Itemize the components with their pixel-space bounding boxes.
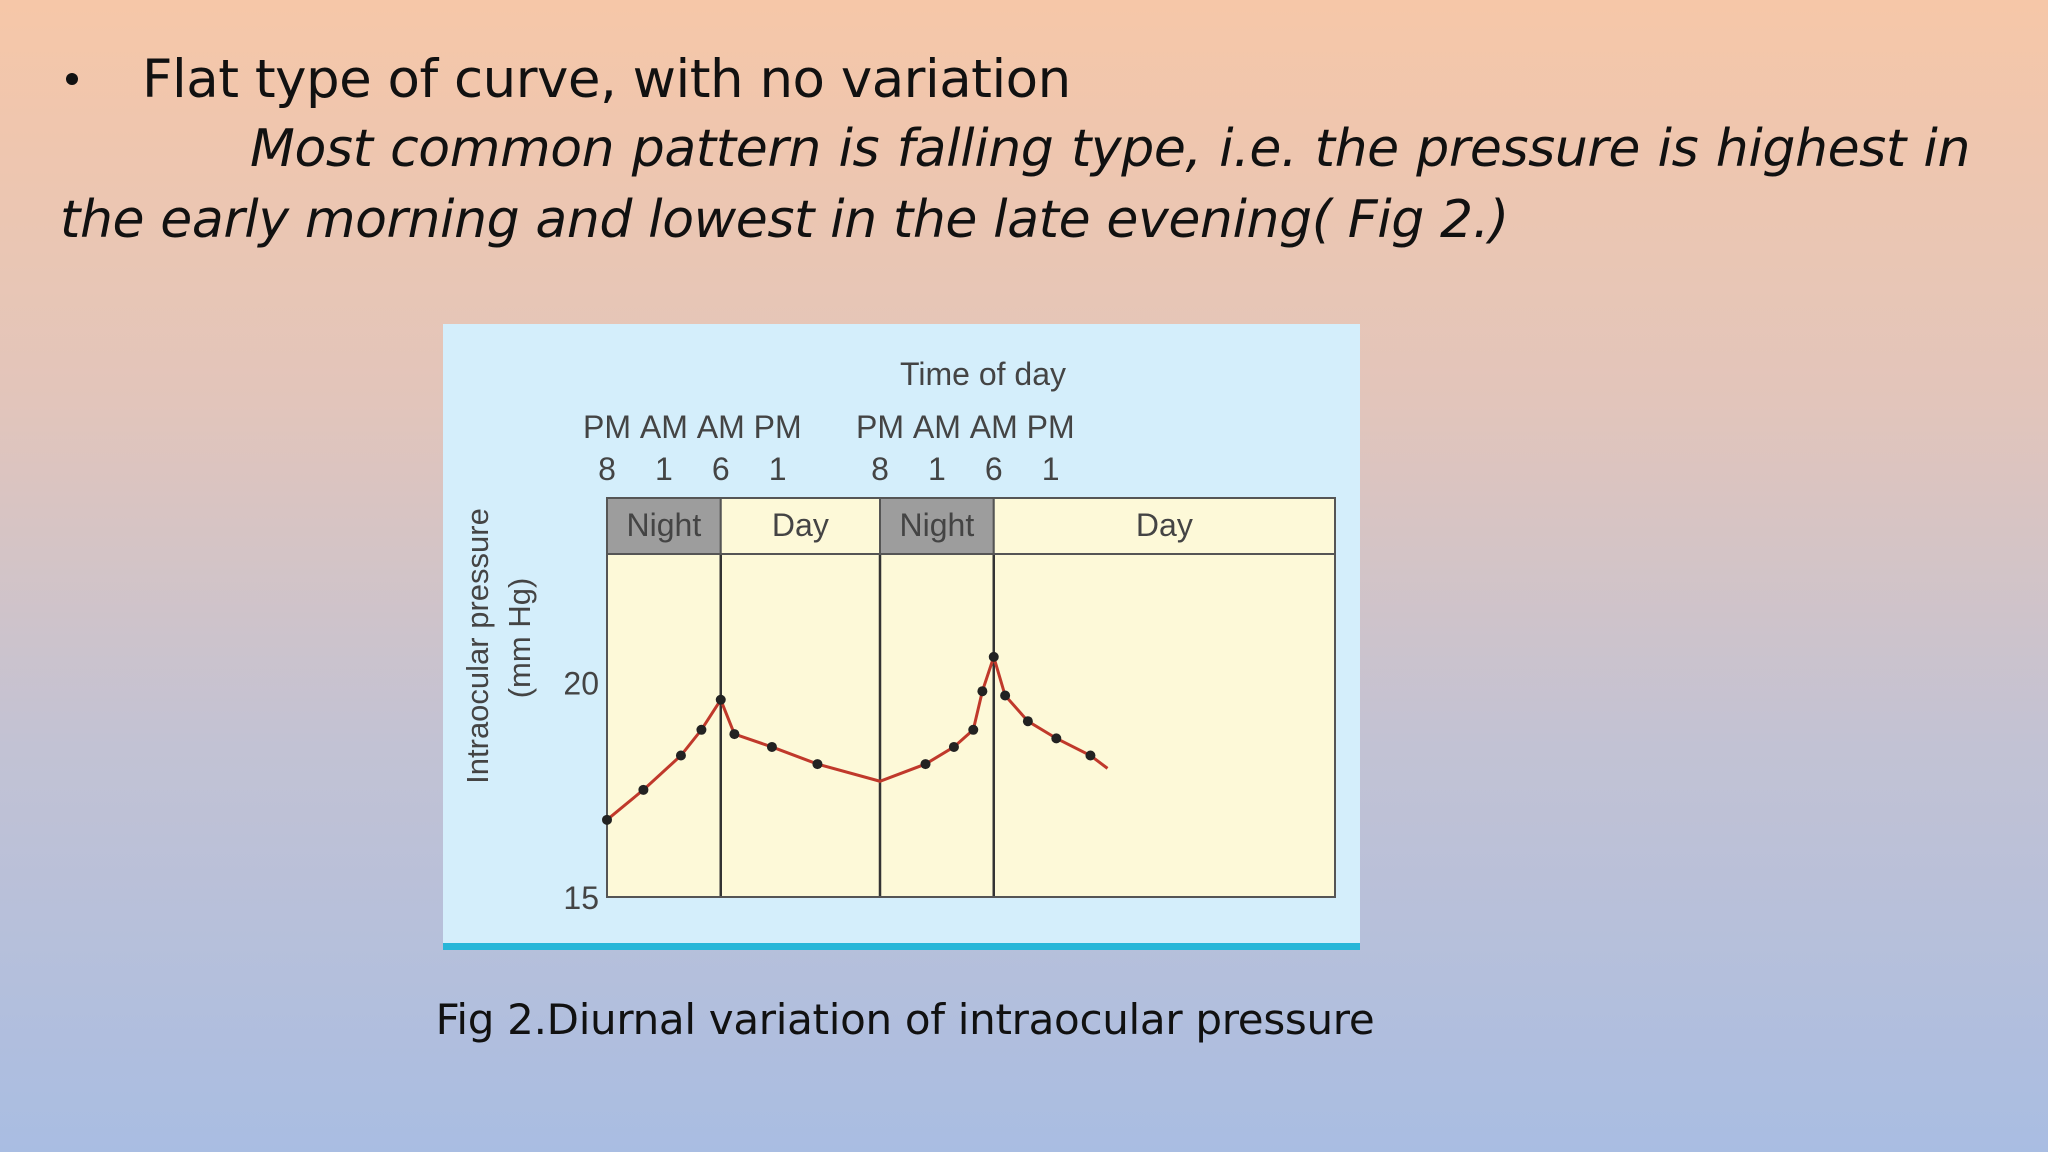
data-point-16 (1051, 733, 1062, 744)
data-point-17 (1085, 750, 1096, 761)
x-tick-label-top-7: PM (1027, 409, 1075, 445)
body-paragraph: Most common pattern is falling type, i.e… (60, 119, 1970, 250)
x-tick-label-bottom-4: 8 (871, 451, 889, 487)
bullet-icon (66, 73, 78, 85)
x-tick-label-top-2: AM (697, 409, 745, 445)
data-point-1 (638, 784, 649, 795)
x-tick-label-top-0: PM (583, 409, 631, 445)
x-tick-label-bottom-0: 8 (598, 451, 616, 487)
x-tick-label-bottom-2: 6 (712, 451, 730, 487)
x-tick-label-top-5: AM (913, 409, 961, 445)
data-point-4 (715, 694, 726, 705)
data-point-2 (675, 750, 686, 761)
data-point-11 (968, 724, 979, 735)
data-point-9 (920, 759, 931, 770)
bullet-text: Flat type of curve, with no variation (142, 48, 1071, 110)
figure-caption: Fig 2.Diurnal variation of intraocular p… (435, 995, 1375, 1044)
data-point-3 (696, 724, 707, 735)
y-tick-label-0: 15 (563, 880, 599, 916)
y-tick-label-1: 20 (563, 666, 599, 702)
chart-title: Time of day (900, 356, 1066, 392)
x-tick-label-bottom-5: 1 (928, 451, 946, 487)
period-label-2: Night (900, 507, 975, 543)
data-point-10 (948, 741, 959, 752)
x-tick-label-top-1: AM (640, 409, 688, 445)
x-tick-label-top-3: PM (754, 409, 802, 445)
x-tick-label-top-4: PM (856, 409, 904, 445)
x-tick-label-bottom-1: 1 (655, 451, 673, 487)
bullet-item: Flat type of curve, with no variation (60, 44, 1071, 114)
y-axis-label: Intraocular pressure (460, 508, 495, 784)
period-band-3 (992, 497, 1336, 555)
period-label-3: Day (1136, 507, 1193, 543)
data-point-0 (602, 814, 612, 825)
period-label-1: Day (772, 507, 829, 543)
x-tick-label-bottom-3: 1 (769, 451, 787, 487)
data-point-7 (812, 759, 823, 770)
period-band-2 (879, 497, 995, 555)
period-band-0 (606, 497, 722, 555)
x-tick-label-bottom-6: 6 (985, 451, 1003, 487)
data-point-13 (988, 651, 999, 662)
x-tick-label-top-6: AM (970, 409, 1018, 445)
plot-frame (606, 553, 1336, 898)
data-point-6 (766, 741, 777, 752)
x-tick-label-bottom-7: 1 (1042, 451, 1060, 487)
figure-bottom-bar (443, 943, 1360, 950)
data-point-12 (977, 686, 988, 697)
data-point-5 (729, 729, 740, 740)
data-point-15 (1022, 716, 1033, 727)
y-axis-unit: (mm Hg) (502, 578, 537, 699)
period-band-1 (719, 497, 881, 555)
figure-panel: Night Day Night Day Time of day PM 8 AM 1 AM 6 PM 1 P… (443, 324, 1360, 950)
data-point-14 (1000, 690, 1011, 701)
period-label-0: Night (627, 507, 702, 543)
